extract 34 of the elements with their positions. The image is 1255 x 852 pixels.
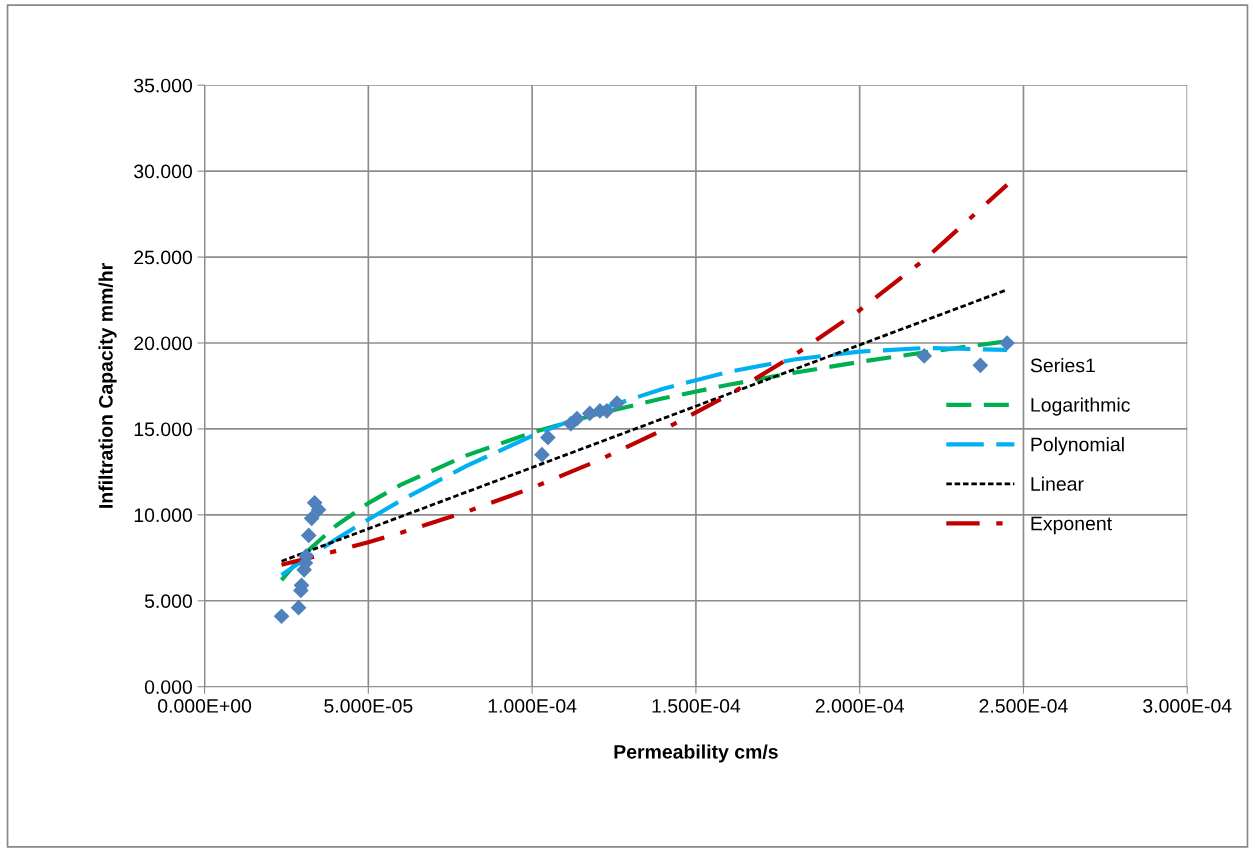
x-tick-label: 2.000E-04 <box>815 699 904 713</box>
point <box>609 395 625 411</box>
x-tick-label: 5.000E-05 <box>324 699 413 713</box>
y-tick-label: 30.000 <box>134 164 192 179</box>
y-tick-label: 35.000 <box>134 78 192 93</box>
legend-label: Polynomial <box>1031 437 1124 456</box>
y-tick-label: 5.000 <box>144 594 192 609</box>
point <box>273 608 290 624</box>
point <box>291 600 307 616</box>
legend-label: Logarithmic <box>1031 397 1130 416</box>
point <box>304 510 320 526</box>
x-axis-title: Permeability cm/s <box>614 744 778 763</box>
point <box>999 335 1015 351</box>
y-tick-label: 20.000 <box>134 336 192 351</box>
legend-label: Series1 <box>1030 358 1095 373</box>
point <box>916 348 932 364</box>
point <box>301 527 317 544</box>
y-tick-label: 0.000 <box>144 680 192 694</box>
x-tick-label: 3.000E-04 <box>1143 699 1232 713</box>
legend-label: Exponent <box>1031 516 1112 535</box>
point <box>540 429 556 446</box>
x-tick-label: 1.500E-04 <box>652 699 741 713</box>
y-tick-label: 25.000 <box>134 250 192 265</box>
x-tick-label: 0.000E+00 <box>158 699 252 713</box>
y-tick-label: 10.000 <box>134 508 192 523</box>
y-axis-title: Infiltration Capacity mm/hr <box>98 263 117 508</box>
line-series <box>279 182 1010 567</box>
x-tick-label: 2.500E-04 <box>979 699 1068 713</box>
point <box>534 447 550 463</box>
legend-label: Linear <box>1031 476 1084 491</box>
point <box>310 502 327 518</box>
y-tick-label: 15.000 <box>134 422 192 437</box>
x-tick-label: 1.000E-04 <box>488 699 577 713</box>
point <box>569 411 585 427</box>
